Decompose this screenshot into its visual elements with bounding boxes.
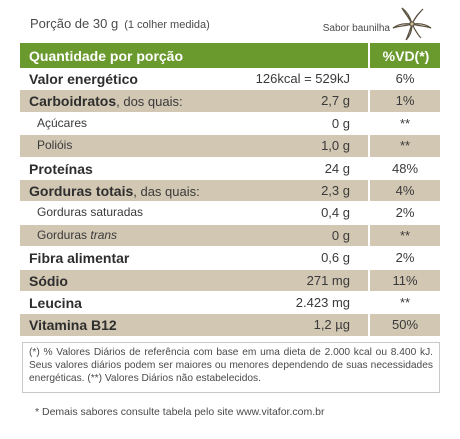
footnote-box: (*) % Valores Diários de referência com … (22, 342, 440, 393)
column-separator (368, 135, 370, 157)
row-label-suffix: , dos quais: (116, 94, 183, 110)
row-label-main: Carboidratos (29, 93, 117, 110)
vanilla-flower-icon (392, 7, 432, 41)
row-amount: 0,6 g (321, 250, 350, 266)
row-amount: 24 g (324, 160, 350, 176)
row-amount: 0,4 g (321, 205, 350, 221)
column-separator (368, 269, 370, 291)
row-vd: 2% (395, 205, 415, 221)
table-row: Proteínas 24 g 48% (20, 157, 440, 180)
row-vd: 48% (391, 160, 419, 176)
header-separator (368, 43, 370, 68)
row-amount: 0 g (331, 115, 350, 131)
row-vd: ** (399, 294, 411, 310)
row-label-suffix: , das quais: (133, 183, 200, 199)
row-label-main: Gorduras totais (29, 182, 134, 199)
row-amount: 1,0 g (321, 138, 350, 154)
column-separator (368, 68, 370, 90)
column-separator (368, 90, 370, 112)
table-row: Vitamina B12 1,2 µg 50% (20, 314, 440, 337)
table-row: Fibra alimentar 0,6 g 2% (20, 247, 440, 270)
row-label: Polióis (37, 138, 73, 153)
table-row: Gorduras totais, das quais: 2,3 g 4% (20, 179, 440, 203)
portion-size: Porção de 30 g (1 colher medida) (30, 16, 210, 31)
row-vd: 50% (391, 317, 419, 333)
table-row: Carboidratos, dos quais: 2,7 g 1% (20, 90, 440, 113)
row-amount: 126kcal = 529kJ (255, 71, 350, 86)
row-label: Sódio (29, 272, 68, 289)
row-label-italic: trans (90, 227, 118, 242)
row-vd: 4% (395, 182, 415, 198)
column-separator (368, 247, 370, 269)
table-row: Gorduras trans 0 g ** (20, 224, 440, 248)
column-separator (368, 112, 370, 135)
flavor-label: Sabor baunilha (322, 23, 390, 34)
row-label: Carboidratos, dos quais: (29, 93, 183, 109)
portion-main: Porção de 30 g (30, 16, 119, 31)
row-label: Proteínas (29, 160, 93, 177)
row-amount: 271 mg (306, 272, 350, 288)
row-vd: ** (399, 115, 411, 131)
row-label: Vitamina B12 (29, 317, 117, 334)
row-vd: ** (399, 227, 411, 243)
header-vd: %VD(*) (382, 48, 430, 64)
column-separator (368, 179, 370, 202)
column-separator (368, 157, 370, 179)
row-amount: 2,7 g (321, 93, 350, 109)
row-label-main: Gorduras (37, 227, 88, 242)
row-label: Gorduras saturadas (37, 205, 144, 220)
row-label: Açúcares (37, 115, 88, 130)
header: Porção de 30 g (1 colher medida) Sabor ba… (30, 6, 442, 41)
column-separator (368, 314, 370, 336)
column-separator (368, 224, 370, 247)
row-amount: 2,3 g (321, 182, 350, 198)
table-row: Valor energético 126kcal = 529kJ 6% (20, 68, 440, 91)
footer-text: * Demais sabores consulte tabela pelo si… (35, 406, 325, 418)
row-vd: 1% (395, 93, 415, 109)
table-row: Polióis 1,0 g ** (20, 135, 440, 158)
row-label: Fibra alimentar (29, 250, 130, 267)
row-amount: 1,2 µg (313, 317, 350, 333)
row-amount: 2.423 mg (295, 294, 350, 310)
header-quantity: Quantidade por porção (29, 48, 184, 64)
row-vd: 2% (395, 250, 415, 266)
table-row: Leucina 2.423 mg ** (20, 291, 440, 315)
row-vd: 11% (392, 272, 418, 288)
nutrition-table: Quantidade por porção %VD(*) Valor energ… (20, 43, 440, 337)
row-label: Gorduras trans (37, 228, 117, 242)
row-label: Gorduras totais, das quais: (29, 183, 200, 199)
column-separator (368, 291, 370, 314)
row-amount: 0 g (331, 227, 350, 243)
row-label: Leucina (29, 294, 82, 311)
row-vd: 6% (395, 71, 415, 86)
portion-sub: (1 colher medida) (124, 19, 210, 31)
table-header: Quantidade por porção %VD(*) (20, 43, 440, 68)
table-row: Gorduras saturadas 0,4 g 2% (20, 202, 440, 225)
table-row: Sódio 271 mg 11% (20, 269, 440, 292)
table-row: Açúcares 0 g ** (20, 112, 440, 136)
row-label: Valor energético (29, 71, 138, 87)
column-separator (368, 202, 370, 224)
row-vd: ** (399, 138, 411, 154)
